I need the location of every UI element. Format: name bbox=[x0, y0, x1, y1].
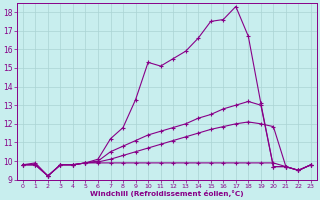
X-axis label: Windchill (Refroidissement éolien,°C): Windchill (Refroidissement éolien,°C) bbox=[90, 190, 244, 197]
